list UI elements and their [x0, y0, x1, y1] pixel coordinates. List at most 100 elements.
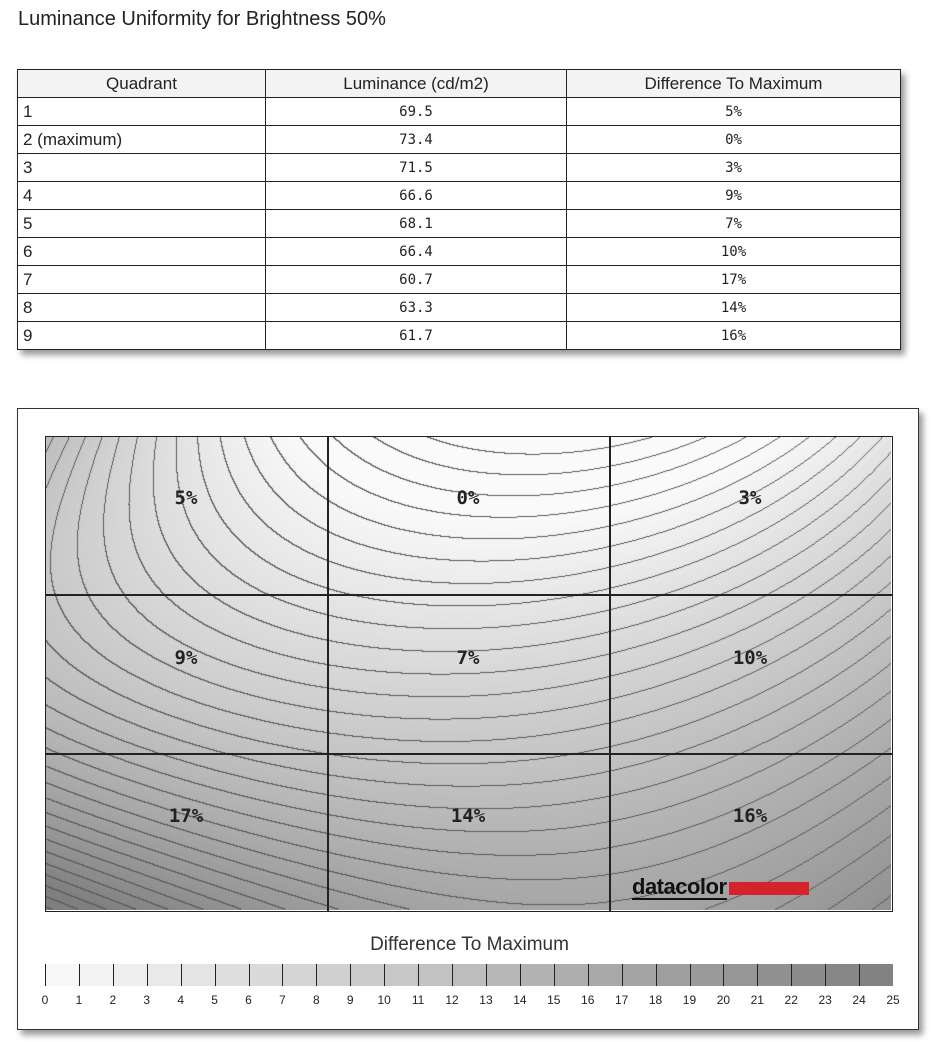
legend-swatch	[655, 964, 690, 986]
table-row: 6 66.4 10%	[17, 237, 901, 266]
legend-tick-label: 24	[852, 993, 866, 1007]
luminance-cell: 73.4	[265, 125, 567, 154]
difference-cell: 5%	[566, 97, 901, 126]
legend-swatch	[146, 964, 181, 986]
quadrant-cell: 9	[17, 321, 266, 350]
legend-swatch	[350, 964, 385, 986]
legend-tick-label: 23	[818, 993, 832, 1007]
table-row: 2 (maximum) 73.4 0%	[17, 125, 901, 154]
column-header: Difference To Maximum	[566, 69, 901, 98]
legend-tick-label: 15	[547, 993, 561, 1007]
luminance-cell: 61.7	[265, 321, 567, 350]
quadrant-cell: 4	[17, 181, 266, 210]
legend-tick-label: 3	[143, 993, 151, 1007]
luminance-cell: 60.7	[265, 265, 567, 294]
datacolor-logo: datacolor	[632, 876, 809, 900]
uniformity-heatmap: 5% 0% 3% 9% 7% 10% 17% 14% 16%	[45, 436, 893, 912]
legend-swatch	[418, 964, 453, 986]
luminance-cell: 71.5	[265, 153, 567, 182]
quadrant-cell: 1	[17, 97, 266, 126]
legend-tick-label: 1	[75, 993, 83, 1007]
logo-bar	[728, 881, 809, 895]
difference-cell: 16%	[566, 321, 901, 350]
legend-tick-label: 8	[313, 993, 320, 1007]
quadrant-cell: 8	[17, 293, 266, 322]
table-row: 3 71.5 3%	[17, 153, 901, 182]
legend-tick-label: 12	[445, 993, 459, 1007]
grid-line	[609, 437, 611, 911]
legend-swatch	[78, 964, 113, 986]
legend-tick-label: 0	[41, 993, 49, 1007]
cell-value-label: 10%	[732, 647, 768, 669]
legend-swatch	[859, 964, 894, 986]
cell-value-label: 16%	[732, 805, 768, 827]
legend-tick-label: 5	[211, 993, 218, 1007]
difference-cell: 3%	[566, 153, 901, 182]
grid-line	[46, 753, 892, 755]
table-row: 5 68.1 7%	[17, 209, 901, 238]
legend-swatch	[112, 964, 147, 986]
legend-title: Difference To Maximum	[370, 934, 569, 955]
luminance-cell: 69.5	[265, 97, 567, 126]
quadrant-cell: 3	[17, 153, 266, 182]
cell-value-label: 9%	[174, 647, 198, 669]
legend-swatch	[723, 964, 758, 986]
difference-cell: 17%	[566, 265, 901, 294]
cell-value-label: 5%	[174, 487, 198, 509]
luminance-table: Quadrant Luminance (cd/m2) Difference To M…	[17, 69, 901, 350]
legend-swatch	[553, 964, 588, 986]
column-header: Quadrant	[17, 69, 266, 98]
legend-swatch	[519, 964, 554, 986]
legend-swatch	[689, 964, 724, 986]
legend-swatch	[825, 964, 860, 986]
quadrant-cell: 6	[17, 237, 266, 266]
cell-value-label: 0%	[456, 487, 480, 509]
legend-tick-label: 17	[614, 993, 629, 1007]
legend-swatch	[214, 964, 249, 986]
legend-tick-label: 21	[750, 993, 764, 1007]
quadrant-cell: 7	[17, 265, 266, 294]
luminance-cell: 68.1	[265, 209, 567, 238]
legend-swatch	[248, 964, 283, 986]
legend-tick-label: 7	[279, 993, 286, 1007]
cell-value-label: 17%	[168, 805, 204, 827]
legend-swatch	[180, 964, 215, 986]
luminance-cell: 63.3	[265, 293, 567, 322]
luminance-cell: 66.4	[265, 237, 567, 266]
table-row: 1 69.5 5%	[17, 97, 901, 126]
logo-text: datacolor	[632, 874, 727, 900]
legend-swatch	[757, 964, 792, 986]
legend-tick-label: 11	[411, 993, 425, 1007]
legend-tick-label: 22	[784, 993, 798, 1007]
difference-cell: 9%	[566, 181, 901, 210]
table-row: 7 60.7 17%	[17, 265, 901, 294]
legend-swatch	[282, 964, 317, 986]
legend-tick-label: 16	[581, 993, 595, 1007]
difference-cell: 14%	[566, 293, 901, 322]
column-header: Luminance (cd/m2)	[265, 69, 567, 98]
cell-value-label: 14%	[450, 805, 486, 827]
legend-tick-label: 25	[886, 993, 900, 1007]
difference-cell: 10%	[566, 237, 901, 266]
legend-tick-label: 20	[716, 993, 731, 1007]
legend-tick-label: 18	[648, 993, 663, 1007]
difference-cell: 0%	[566, 125, 901, 154]
legend-tick-label: 9	[346, 993, 354, 1007]
table-row: 8 63.3 14%	[17, 293, 901, 322]
legend-tick-label: 2	[109, 993, 117, 1007]
legend-tick-label: 13	[479, 993, 493, 1007]
legend-tick-label: 6	[245, 993, 252, 1007]
grid-line	[327, 437, 329, 911]
legend-swatch	[485, 964, 520, 986]
legend-swatch	[452, 964, 486, 986]
difference-cell: 7%	[566, 209, 901, 238]
legend-swatch	[45, 964, 79, 986]
legend-tick-label: 14	[513, 993, 527, 1007]
quadrant-cell: 2 (maximum)	[17, 125, 266, 154]
table-row: 9 61.7 16%	[17, 321, 901, 350]
legend-tick-label: 19	[682, 993, 697, 1007]
legend-swatch	[316, 964, 351, 986]
legend-swatch	[587, 964, 622, 986]
legend-swatch	[791, 964, 826, 986]
cell-value-label: 3%	[738, 487, 762, 509]
